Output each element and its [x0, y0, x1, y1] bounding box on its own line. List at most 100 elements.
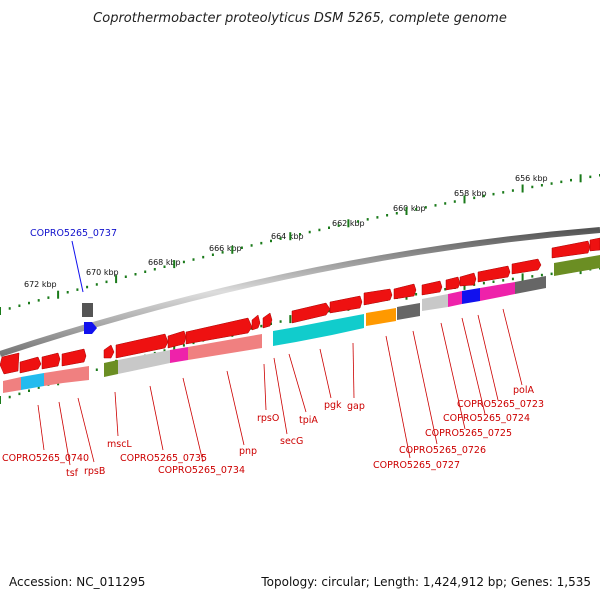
- scale-minor-tick: [182, 344, 185, 347]
- scale-major-tick: [173, 260, 176, 269]
- scale-minor-tick: [318, 228, 321, 232]
- scale-minor-tick: [570, 178, 572, 182]
- leader-line: [352, 342, 355, 399]
- scale-minor-tick: [260, 324, 263, 328]
- scale-major-tick: [115, 275, 118, 284]
- gene-label: gap: [347, 401, 365, 412]
- scale-minor-tick: [337, 224, 340, 227]
- annotation-bar: [104, 360, 118, 377]
- gene-label: COPRO5265_0735: [120, 453, 207, 464]
- gene-arrow: [115, 333, 169, 359]
- scale-minor-tick: [540, 273, 543, 277]
- gene-label: COPRO5265_0725: [425, 428, 512, 439]
- gene-arrow: [61, 348, 87, 367]
- leader-line: [182, 377, 204, 463]
- leader-line: [77, 397, 95, 463]
- scale-minor-tick: [366, 218, 369, 221]
- scale-minor-tick: [260, 241, 263, 245]
- leader-line: [226, 370, 245, 446]
- annotation-bar: [397, 303, 420, 320]
- scale-minor-tick: [211, 253, 214, 256]
- scale-tick-666: 666 kbp: [209, 244, 242, 253]
- scale-minor-tick: [37, 386, 40, 389]
- gene-label: COPRO5265_0723: [457, 399, 544, 410]
- highlight-gene-arrow: [84, 322, 97, 334]
- scale-minor-tick: [76, 288, 79, 291]
- leader-line: [273, 357, 288, 435]
- gene-label: COPRO5265_0726: [399, 445, 486, 456]
- scale-minor-tick: [134, 273, 137, 276]
- highlight-gene-label: COPRO5265_0737: [30, 228, 117, 239]
- gene-arrow: [363, 288, 393, 306]
- gene-label: tsf: [66, 468, 79, 479]
- scale-minor-tick: [250, 244, 253, 247]
- scale-minor-tick: [444, 202, 447, 205]
- scale-minor-tick: [153, 268, 156, 271]
- gene-arrow: [511, 258, 542, 275]
- scale-minor-tick: [299, 233, 301, 236]
- scale-major-tick: [521, 273, 524, 282]
- annotation-bars: [3, 255, 600, 393]
- scale-major-tick: [521, 184, 524, 193]
- forward-strand-genes: [0, 237, 600, 375]
- scale-minor-tick: [28, 389, 30, 392]
- scale-minor-tick: [240, 246, 243, 249]
- scale-minor-tick: [415, 293, 418, 296]
- scale-minor-tick: [47, 296, 50, 299]
- gene-arrow: [421, 280, 443, 296]
- scale-minor-tick: [279, 237, 282, 240]
- annotation-bar: [44, 370, 63, 386]
- leader-line: [385, 335, 411, 459]
- scale-minor-tick: [328, 309, 330, 313]
- outer-scale-ruler: [0, 174, 600, 315]
- scale-minor-tick: [182, 260, 185, 264]
- genome-summary-text: Topology: circular; Length: 1,424,912 bp…: [260, 575, 591, 589]
- scale-minor-tick: [18, 392, 21, 396]
- leader-line: [288, 353, 307, 413]
- gray-gene-marker: [82, 303, 93, 317]
- scale-minor-tick: [511, 189, 514, 192]
- scale-minor-tick: [95, 283, 98, 286]
- gene-label: rpsO: [257, 413, 279, 424]
- gene-arrow: [589, 237, 600, 252]
- annotation-bar: [480, 282, 515, 301]
- scale-minor-tick: [589, 175, 592, 179]
- annotation-bar: [188, 334, 262, 360]
- scale-tick-656: 656 kbp: [515, 174, 548, 183]
- scale-minor-tick: [502, 279, 505, 282]
- gene-arrow: [329, 295, 363, 314]
- scale-minor-tick: [434, 204, 437, 207]
- gene-arrow: [251, 314, 261, 331]
- leader-line: [477, 314, 499, 401]
- gene-label: mscL: [107, 439, 132, 450]
- scale-minor-tick: [424, 206, 427, 209]
- gene-label: tpiA: [299, 415, 318, 426]
- scale-major-tick: [57, 290, 60, 299]
- scale-minor-tick: [250, 327, 253, 330]
- scale-major-tick: [289, 232, 292, 241]
- scale-minor-tick: [531, 185, 534, 189]
- annotation-bar: [170, 347, 188, 363]
- leader-line: [502, 308, 523, 386]
- gene-label: pnp: [239, 446, 257, 457]
- leader-line: [319, 348, 332, 399]
- scale-minor-tick: [124, 275, 127, 278]
- scale-minor-tick: [482, 281, 485, 285]
- gene-label: polA: [513, 385, 534, 396]
- scale-minor-tick: [270, 239, 272, 243]
- annotation-bar: [332, 314, 364, 335]
- scale-major-tick: [579, 174, 582, 183]
- scale-minor-tick: [502, 191, 505, 194]
- annotation-bar: [63, 366, 89, 383]
- gene-arrow: [459, 272, 477, 287]
- gene-arrow: [477, 265, 511, 283]
- annotation-bar: [515, 276, 546, 294]
- annotation-bar: [118, 350, 170, 374]
- gene-arrow: [0, 352, 20, 375]
- scale-tick-660: 660 kbp: [393, 204, 426, 213]
- annotation-bar: [366, 308, 396, 326]
- scale-major-tick: [405, 207, 408, 215]
- scale-major-tick: [347, 219, 350, 228]
- gene-label: secG: [280, 436, 303, 447]
